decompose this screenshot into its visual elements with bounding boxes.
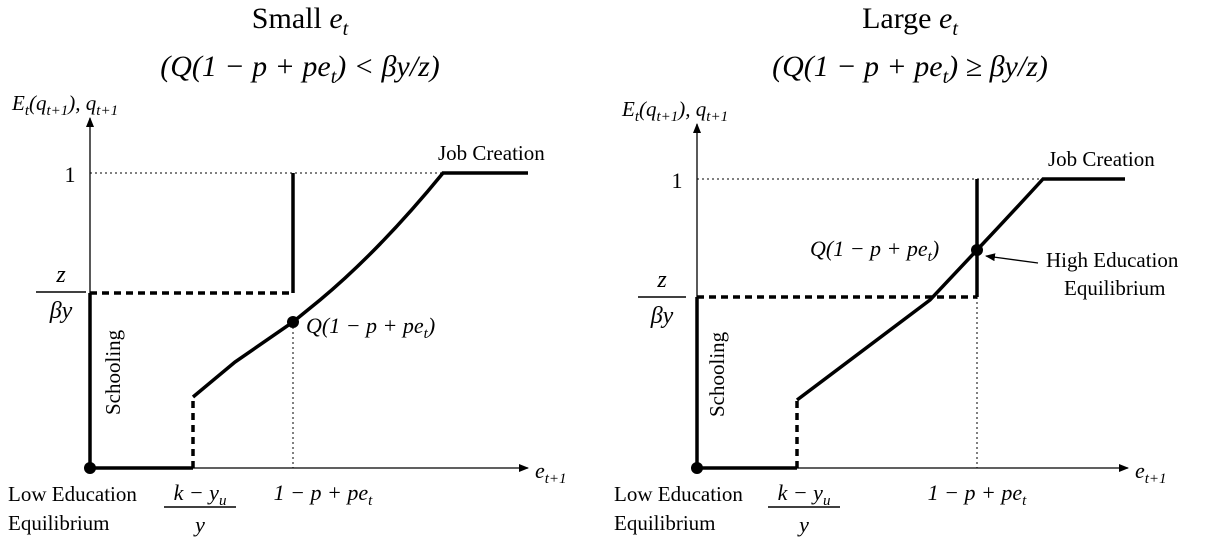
y-axis-label: Et(qt+1), qt+1 [11,91,118,119]
tick-beta-y: βy [49,298,73,324]
x-axis-label: et+1 [1135,458,1167,487]
panel-title: Large et [862,2,958,40]
fraction-denominator: y [797,512,809,537]
panel-condition: (Q(1 − p + pet) < βy/z) [160,50,440,88]
job-creation-label: Job Creation [438,141,545,165]
fraction-denominator: y [193,512,205,537]
tick-z: z [656,267,667,293]
low-education-label-line2: Equilibrium [614,511,716,535]
schooling-label: Schooling [101,329,125,415]
fraction-numerator: k − yu [778,480,831,509]
job-creation-curve [795,177,1125,402]
tick-beta-y: βy [650,303,674,329]
job-creation-label: Job Creation [1048,147,1155,171]
low-education-eq-point [84,462,96,474]
low-education-eq-point [691,462,703,474]
tick-one: 1 [65,162,76,187]
schooling-label: Schooling [705,331,729,417]
annotation-arrow [985,253,1039,264]
x-tick-threshold-fraction: k − yu y [768,480,840,537]
tick-z-over-beta-y: z βy [638,267,686,329]
eq-point-label: Q(1 − p + pet) [810,236,939,265]
panel-large-et: Large et (Q(1 − p + pet) ≥ βy/z) Et(qt+1… [614,2,1179,537]
tick-z: z [55,262,66,288]
job-creation-curve [191,171,528,399]
high-education-label-line1: High Education [1046,248,1179,272]
low-education-label-line1: Low Education [614,482,743,506]
panel-small-et: Small et (Q(1 − p + pet) < βy/z) Et(qt+1… [8,2,567,537]
low-education-label-line1: Low Education [8,482,137,506]
y-axis-label: Et(qt+1), qt+1 [621,97,728,125]
fraction-numerator: k − yu [174,480,227,509]
x-tick-eq-label: 1 − p + pet [274,480,373,509]
x-tick-eq-label: 1 − p + pet [928,480,1027,509]
eq-point-marker [287,316,299,328]
tick-one: 1 [672,168,683,193]
high-education-eq-point [971,244,983,256]
eq-point-label: Q(1 − p + pet) [306,313,435,342]
low-education-label-line2: Equilibrium [8,511,110,535]
tick-z-over-beta-y: z βy [36,262,86,324]
x-axis-label: et+1 [535,458,567,487]
panel-condition: (Q(1 − p + pet) ≥ βy/z) [772,50,1048,88]
panel-title: Small et [252,2,349,40]
high-education-label-line2: Equilibrium [1064,276,1166,300]
x-tick-threshold-fraction: k − yu y [164,480,236,537]
